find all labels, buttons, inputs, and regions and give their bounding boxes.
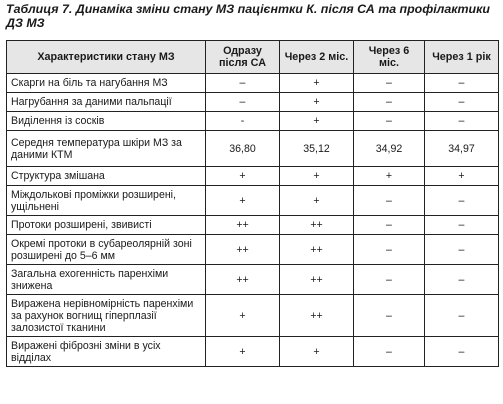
table-row: Окремі протоки в субареолярній зоні розш… xyxy=(6,234,499,265)
column-header: Через 1 рік xyxy=(424,40,499,74)
cell-value: + xyxy=(279,336,354,367)
cell-value: – xyxy=(353,336,425,367)
cell-value: + xyxy=(205,185,280,216)
cell-value: + xyxy=(279,111,354,131)
cell-value: ++ xyxy=(205,234,280,265)
table-row: Нагрубання за даними пальпації – + – – xyxy=(6,92,499,112)
cell-value: – xyxy=(424,111,499,131)
table-row: Виражені фіброзні зміни в усіх відділах … xyxy=(6,336,499,367)
cell-value: + xyxy=(279,185,354,216)
cell-value: 35,12 xyxy=(279,130,354,167)
cell-value: – xyxy=(424,185,499,216)
table-row: Середня температура шкіри МЗ за даними К… xyxy=(6,130,499,167)
cell-value: - xyxy=(205,111,280,131)
cell-value: – xyxy=(424,294,499,337)
row-label: Скарги на біль та нагубання МЗ xyxy=(6,73,206,93)
row-label: Виражені фіброзні зміни в усіх відділах xyxy=(6,336,206,367)
column-header: Одразу після СА xyxy=(205,40,280,74)
cell-value: ++ xyxy=(205,215,280,235)
cell-value: + xyxy=(353,166,425,186)
cell-value: – xyxy=(353,294,425,337)
data-table: Характеристики стану МЗ Одразу після СА … xyxy=(6,40,499,367)
cell-value: ++ xyxy=(205,264,280,295)
cell-value: – xyxy=(424,215,499,235)
row-label: Окремі протоки в субареолярній зоні розш… xyxy=(6,234,206,265)
cell-value: – xyxy=(353,111,425,131)
table-row: Міждолькові проміжки розширені, ущільнен… xyxy=(6,185,499,216)
cell-value: 34,97 xyxy=(424,130,499,167)
table-row: Виражена нерівномірність паренхіми за ра… xyxy=(6,294,499,337)
cell-value: + xyxy=(205,294,280,337)
cell-value: 36,80 xyxy=(205,130,280,167)
cell-value: + xyxy=(279,92,354,112)
table-row: Скарги на біль та нагубання МЗ – + – – xyxy=(6,73,499,93)
cell-value: – xyxy=(353,264,425,295)
cell-value: + xyxy=(424,166,499,186)
cell-value: – xyxy=(353,92,425,112)
row-label: Протоки розширені, звивисті xyxy=(6,215,206,235)
cell-value: + xyxy=(279,166,354,186)
cell-value: – xyxy=(205,92,280,112)
row-label: Загальна ехогенність паренхіми знижена xyxy=(6,264,206,295)
row-label: Міждолькові проміжки розширені, ущільнен… xyxy=(6,185,206,216)
row-label: Середня температура шкіри МЗ за даними К… xyxy=(6,130,206,167)
cell-value: + xyxy=(279,73,354,93)
cell-value: + xyxy=(205,166,280,186)
cell-value: – xyxy=(424,336,499,367)
column-header: Через 6 міс. xyxy=(353,40,425,74)
cell-value: – xyxy=(424,264,499,295)
cell-value: ++ xyxy=(279,234,354,265)
cell-value: – xyxy=(424,92,499,112)
cell-value: – xyxy=(353,215,425,235)
header-row: Характеристики стану МЗ Одразу після СА … xyxy=(6,40,499,74)
table-row: Структура змішана + + + + xyxy=(6,166,499,186)
table-row: Загальна ехогенність паренхіми знижена +… xyxy=(6,264,499,295)
cell-value: ++ xyxy=(279,294,354,337)
cell-value: ++ xyxy=(279,215,354,235)
table-row: Виділення із сосків - + – – xyxy=(6,111,499,131)
row-label: Виражена нерівномірність паренхіми за ра… xyxy=(6,294,206,337)
table-row: Протоки розширені, звивисті ++ ++ – – xyxy=(6,215,499,235)
cell-value: + xyxy=(205,336,280,367)
table-caption: Таблиця 7. Динаміка зміни стану МЗ паціє… xyxy=(6,2,490,30)
cell-value: – xyxy=(205,73,280,93)
row-label: Нагрубання за даними пальпації xyxy=(6,92,206,112)
cell-value: 34,92 xyxy=(353,130,425,167)
cell-value: ++ xyxy=(279,264,354,295)
column-header: Характеристики стану МЗ xyxy=(6,40,206,74)
cell-value: – xyxy=(424,234,499,265)
cell-value: – xyxy=(424,73,499,93)
cell-value: – xyxy=(353,234,425,265)
row-label: Виділення із сосків xyxy=(6,111,206,131)
cell-value: – xyxy=(353,73,425,93)
row-label: Структура змішана xyxy=(6,166,206,186)
column-header: Через 2 міс. xyxy=(279,40,354,74)
cell-value: – xyxy=(353,185,425,216)
